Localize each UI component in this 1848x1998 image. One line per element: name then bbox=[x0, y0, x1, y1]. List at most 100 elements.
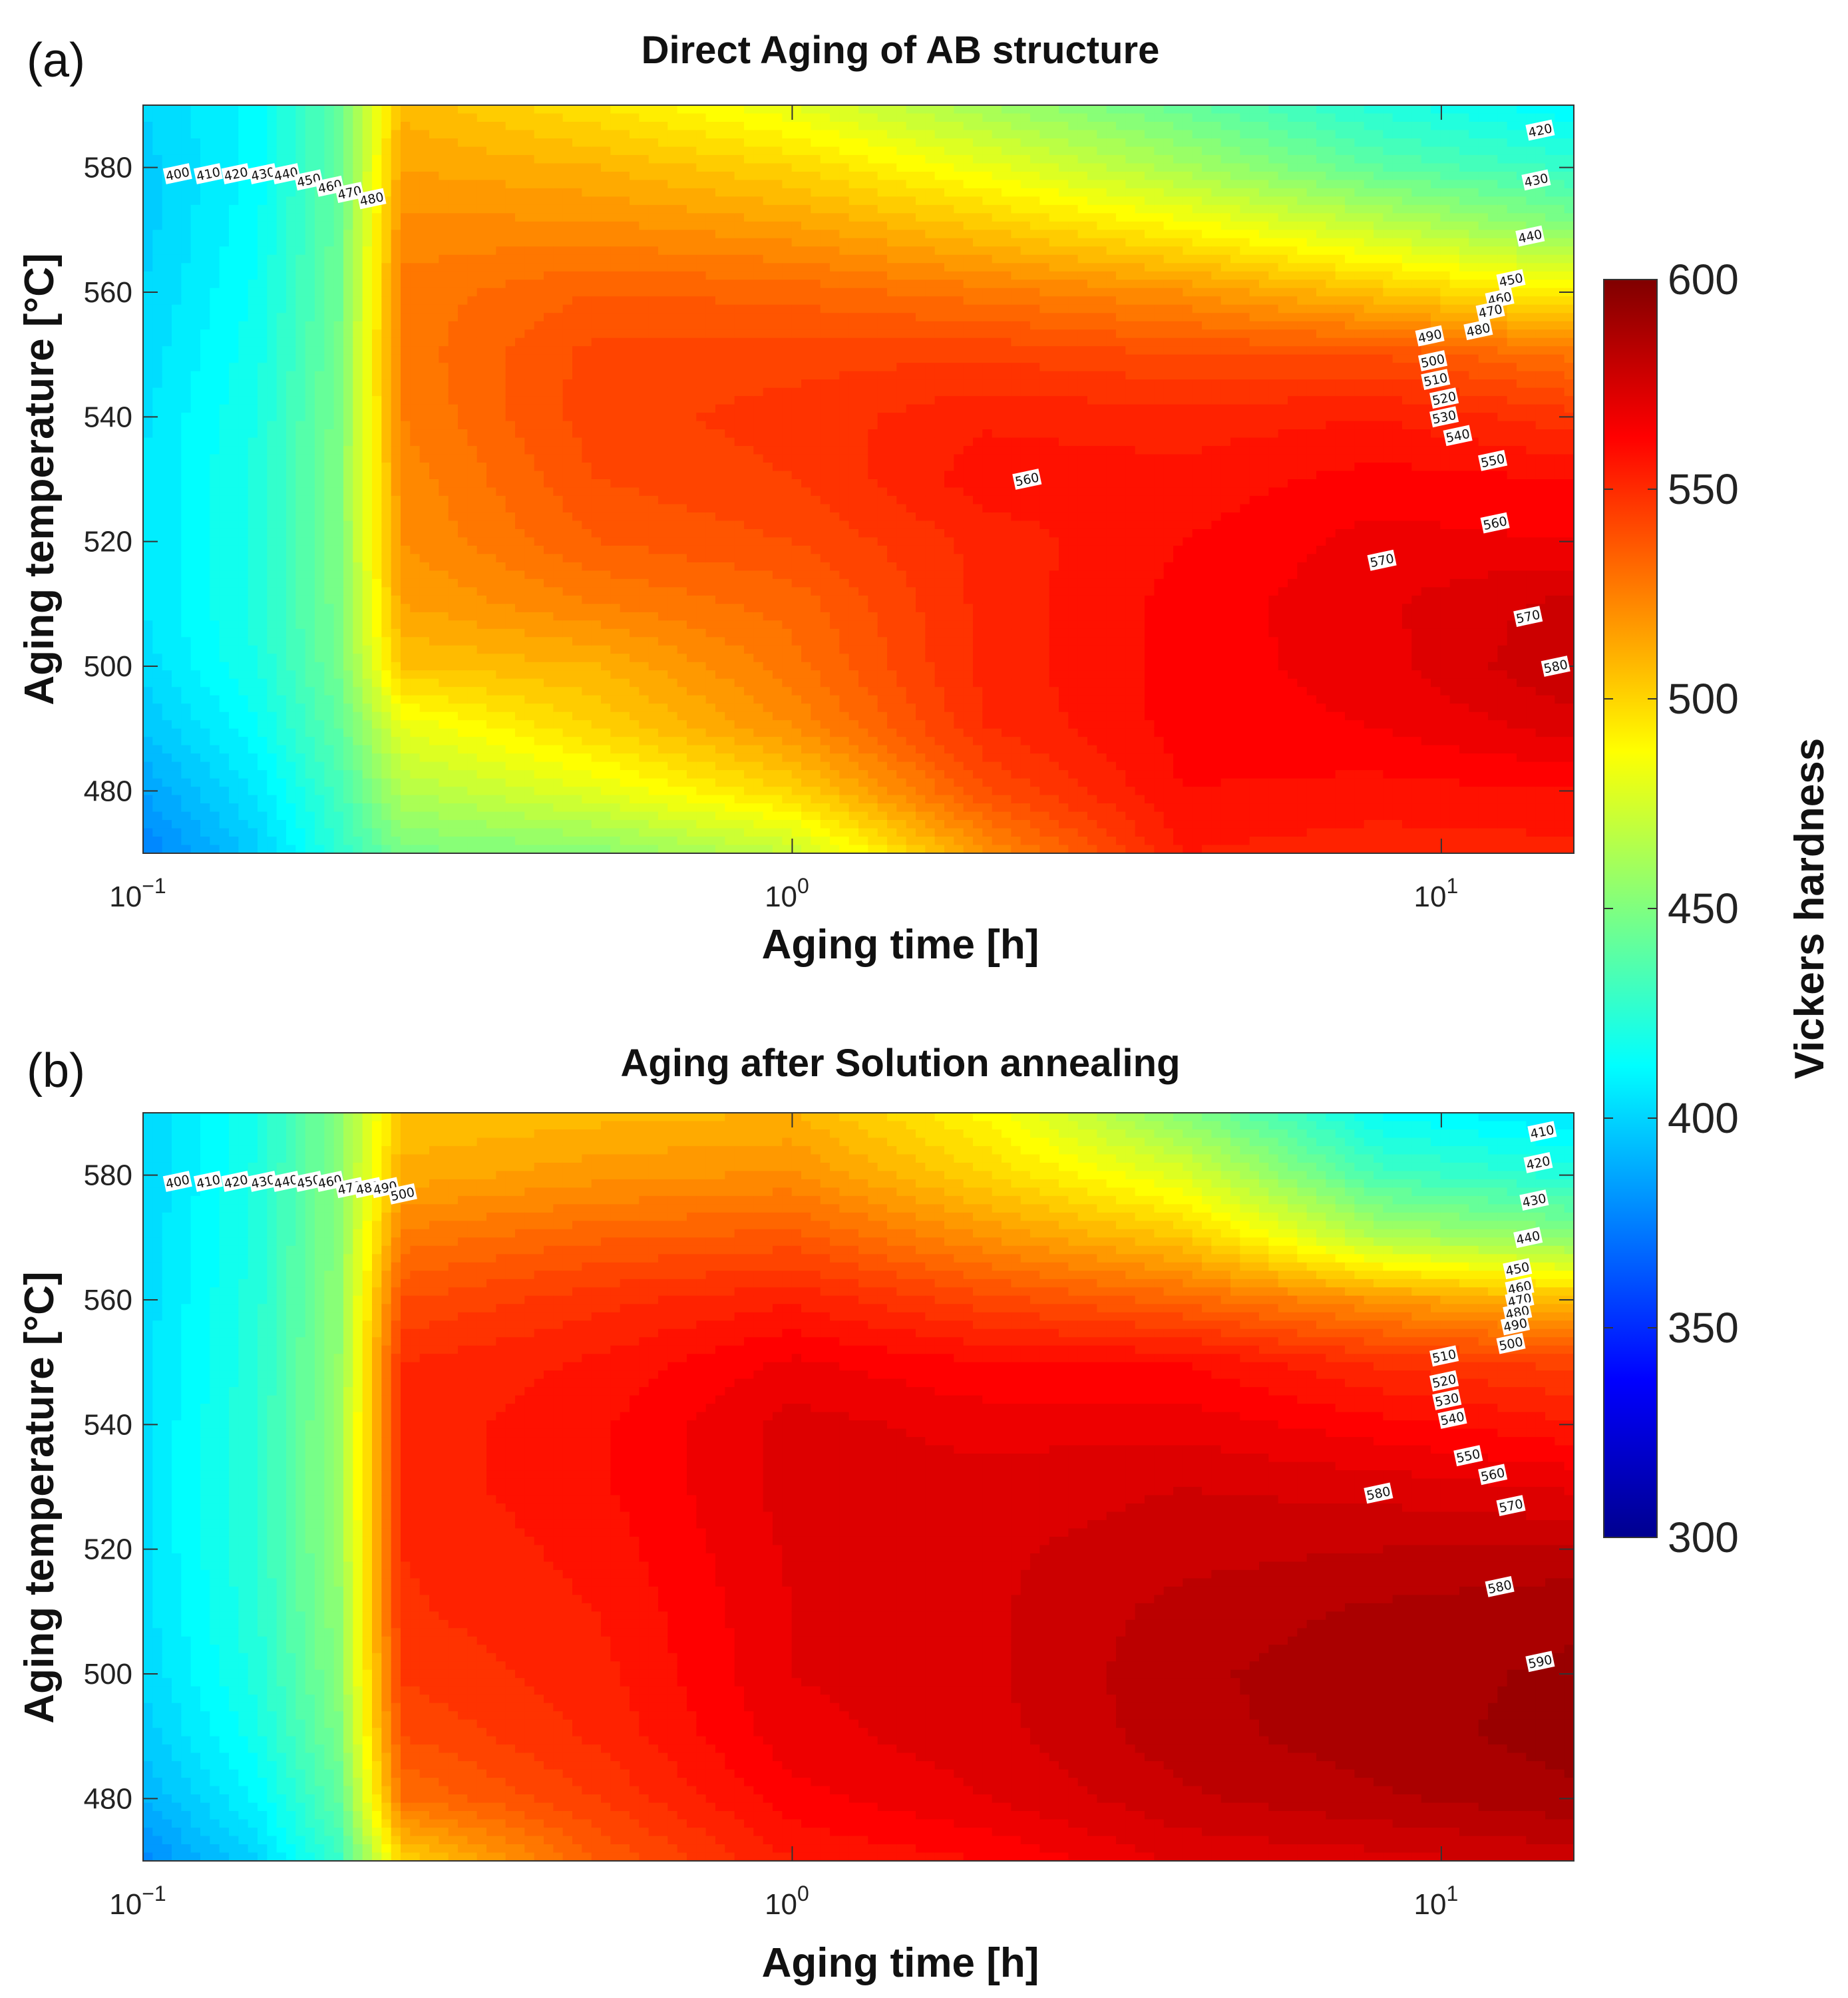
heatmap-cell bbox=[381, 837, 391, 845]
heatmap-cell bbox=[295, 238, 305, 247]
heatmap-cell bbox=[439, 379, 449, 388]
heatmap-cell bbox=[295, 770, 305, 779]
heatmap-cell bbox=[401, 696, 411, 704]
heatmap-cell bbox=[381, 679, 391, 688]
heatmap-cell bbox=[191, 829, 201, 837]
heatmap-cell bbox=[238, 396, 248, 405]
heatmap-cell bbox=[248, 396, 258, 405]
heatmap-cell bbox=[334, 421, 344, 430]
heatmap-cell bbox=[363, 529, 373, 538]
heatmap-cell bbox=[449, 155, 459, 164]
heatmap-cell bbox=[295, 579, 305, 588]
heatmap-cell bbox=[524, 604, 534, 612]
heatmap-cell bbox=[458, 188, 468, 197]
heatmap-cell bbox=[477, 313, 487, 321]
heatmap-cell bbox=[458, 687, 468, 696]
heatmap-cell bbox=[172, 238, 182, 247]
heatmap-cell bbox=[220, 745, 230, 754]
heatmap-cell bbox=[449, 729, 459, 737]
heatmap-cell bbox=[449, 670, 459, 679]
heatmap-cell bbox=[191, 280, 201, 288]
heatmap-cell bbox=[334, 496, 344, 504]
heatmap-cell bbox=[429, 388, 439, 397]
heatmap-cell bbox=[343, 213, 353, 222]
heatmap-cell bbox=[248, 213, 258, 222]
heatmap-cell bbox=[334, 471, 344, 480]
heatmap-cell bbox=[267, 255, 277, 264]
heatmap-cell bbox=[381, 737, 391, 745]
heatmap-cell bbox=[391, 620, 401, 629]
heatmap-cell bbox=[324, 562, 334, 571]
heatmap-cell bbox=[267, 338, 277, 347]
heatmap-cell bbox=[191, 787, 201, 795]
heatmap-cell bbox=[343, 272, 353, 280]
heatmap-cell bbox=[381, 405, 391, 413]
heatmap-cell bbox=[220, 712, 230, 721]
heatmap-cell bbox=[467, 787, 477, 795]
heatmap-cell bbox=[401, 238, 411, 247]
heatmap-cell bbox=[191, 363, 201, 371]
heatmap-cell bbox=[258, 246, 268, 255]
heatmap-cell bbox=[372, 729, 382, 737]
heatmap-cell bbox=[363, 146, 373, 155]
heatmap-cell bbox=[449, 696, 459, 704]
heatmap-cell bbox=[420, 438, 430, 447]
heatmap-cell bbox=[420, 546, 430, 554]
heatmap-cell bbox=[210, 787, 220, 795]
heatmap-cell bbox=[486, 587, 496, 596]
heatmap-cell bbox=[191, 496, 201, 504]
heatmap-cell bbox=[334, 213, 344, 222]
heatmap-cell bbox=[534, 720, 544, 729]
heatmap-cell bbox=[420, 487, 430, 496]
heatmap-cell bbox=[181, 305, 191, 313]
heatmap-cell bbox=[391, 172, 401, 180]
heatmap-cell bbox=[229, 479, 239, 488]
heatmap-cell bbox=[191, 820, 201, 829]
heatmap-cell bbox=[534, 213, 544, 222]
heatmap-cell bbox=[286, 313, 296, 321]
heatmap-cell bbox=[524, 787, 534, 795]
heatmap-cell bbox=[506, 138, 516, 147]
heatmap-cell bbox=[248, 321, 258, 330]
heatmap-cell bbox=[410, 288, 420, 297]
heatmap-cell bbox=[524, 612, 534, 621]
heatmap-cell bbox=[305, 779, 315, 787]
heatmap-cell bbox=[315, 363, 325, 371]
heatmap-cell bbox=[277, 463, 287, 471]
heatmap-cell bbox=[229, 620, 239, 629]
heatmap-cell bbox=[286, 604, 296, 612]
heatmap-cell bbox=[496, 263, 506, 272]
heatmap-cell bbox=[286, 105, 296, 114]
heatmap-cell bbox=[429, 379, 439, 388]
heatmap-cell bbox=[401, 163, 411, 172]
heatmap-cell bbox=[401, 795, 411, 804]
heatmap-cell bbox=[143, 146, 153, 155]
heatmap-cell bbox=[449, 520, 459, 529]
heatmap-cell bbox=[162, 612, 172, 621]
heatmap-cell bbox=[172, 554, 182, 562]
heatmap-cell bbox=[334, 629, 344, 638]
heatmap-cell bbox=[515, 138, 525, 147]
heatmap-cell bbox=[486, 138, 496, 147]
heatmap-cell bbox=[343, 155, 353, 164]
heatmap-cell bbox=[152, 180, 162, 188]
heatmap-cell bbox=[258, 305, 268, 313]
heatmap-cell bbox=[467, 471, 477, 480]
heatmap-cell bbox=[162, 529, 172, 538]
heatmap-cell bbox=[401, 255, 411, 264]
heatmap-cell bbox=[496, 829, 506, 837]
heatmap-cell bbox=[334, 803, 344, 812]
heatmap-cell bbox=[229, 696, 239, 704]
heatmap-cell bbox=[200, 546, 210, 554]
heatmap-cell bbox=[295, 820, 305, 829]
heatmap-cell bbox=[515, 122, 525, 130]
heatmap-cell bbox=[372, 787, 382, 795]
heatmap-cell bbox=[277, 222, 287, 230]
heatmap-cell bbox=[420, 570, 430, 579]
heatmap-cell bbox=[353, 662, 363, 671]
heatmap-cell bbox=[506, 405, 516, 413]
heatmap-cell bbox=[152, 355, 162, 363]
heatmap-cell bbox=[372, 155, 382, 164]
heatmap-cell bbox=[258, 463, 268, 471]
heatmap-cell bbox=[420, 604, 430, 612]
